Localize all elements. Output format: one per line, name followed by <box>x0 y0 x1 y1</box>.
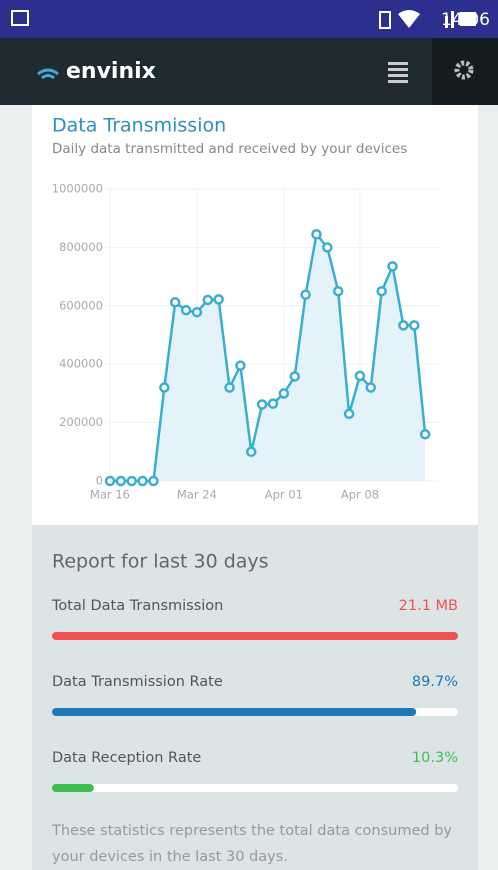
point <box>354 370 366 382</box>
signal-icon <box>451 11 454 28</box>
menu-button[interactable] <box>388 62 408 83</box>
point <box>235 360 246 371</box>
point <box>169 297 181 308</box>
point <box>224 382 235 393</box>
progress-bar <box>52 632 458 640</box>
logo <box>41 74 55 80</box>
menu-line <box>388 80 408 83</box>
point <box>256 399 268 410</box>
report-value: 10.3% <box>412 750 458 766</box>
menu-line <box>388 62 408 65</box>
report-note: These statistics represents the total da… <box>52 823 453 865</box>
report-title: Report for last 30 days <box>52 551 269 573</box>
point <box>267 398 279 409</box>
y-tick-label: 0 <box>96 474 103 488</box>
point <box>202 294 214 306</box>
y-tick-label: 600000 <box>59 298 103 312</box>
x-tick-label: Apr 01 <box>265 488 303 502</box>
progress-bar <box>52 784 94 792</box>
point <box>300 289 311 300</box>
point <box>126 475 137 487</box>
area <box>110 234 426 481</box>
point <box>104 475 116 487</box>
logo <box>37 68 59 76</box>
status-icon <box>11 10 29 26</box>
chart-title: Data Transmission <box>52 115 226 137</box>
report-value: 89.7% <box>412 674 458 690</box>
progress-bar <box>52 708 417 716</box>
point <box>191 306 203 318</box>
point <box>289 371 300 382</box>
wifi-icon <box>398 10 420 28</box>
point <box>343 408 355 420</box>
battery-icon <box>460 12 476 26</box>
report-label: Total Data Transmission <box>51 598 223 614</box>
settings-icon <box>454 60 474 80</box>
note-box: These statistics represents the total da… <box>52 823 453 865</box>
point <box>322 242 333 253</box>
report-label: Data Transmission Rate <box>52 674 223 690</box>
point <box>148 475 159 487</box>
point <box>387 261 398 272</box>
chart-subtitle: Daily data transmitted and received by y… <box>52 141 407 157</box>
report-label: Data Reception Rate <box>52 750 201 766</box>
y-tick-label: 800000 <box>59 240 103 254</box>
point <box>246 446 257 458</box>
point <box>278 388 290 399</box>
progress-track <box>52 784 458 792</box>
signal-icon <box>445 16 448 28</box>
point <box>213 294 224 305</box>
report-card <box>32 525 478 870</box>
clock: 14:06 <box>441 10 490 30</box>
point <box>376 285 387 297</box>
menu-line <box>388 74 408 77</box>
line <box>110 231 427 483</box>
vibrate-icon <box>379 11 391 29</box>
report-value: 21.1 MB <box>399 598 458 614</box>
point <box>409 320 420 331</box>
point <box>137 475 148 487</box>
point <box>159 382 170 393</box>
point <box>115 475 127 487</box>
y-tick-label: 200000 <box>59 415 103 429</box>
point <box>365 382 377 393</box>
y-tick-label: 1000000 <box>52 182 103 196</box>
settings-button[interactable] <box>432 38 498 105</box>
menu-line <box>388 68 408 71</box>
x-tick-label: Apr 08 <box>341 488 379 502</box>
y-tick-label: 400000 <box>59 357 103 371</box>
app-title: envinix <box>66 59 156 84</box>
point <box>419 429 431 440</box>
x-tick-label: Mar 24 <box>177 488 217 502</box>
point <box>332 285 344 297</box>
point <box>311 229 322 240</box>
app-bar <box>0 38 498 105</box>
point <box>180 304 192 316</box>
x-tick-label: Mar 16 <box>90 488 130 502</box>
point <box>398 320 409 331</box>
status-bar <box>0 0 498 38</box>
